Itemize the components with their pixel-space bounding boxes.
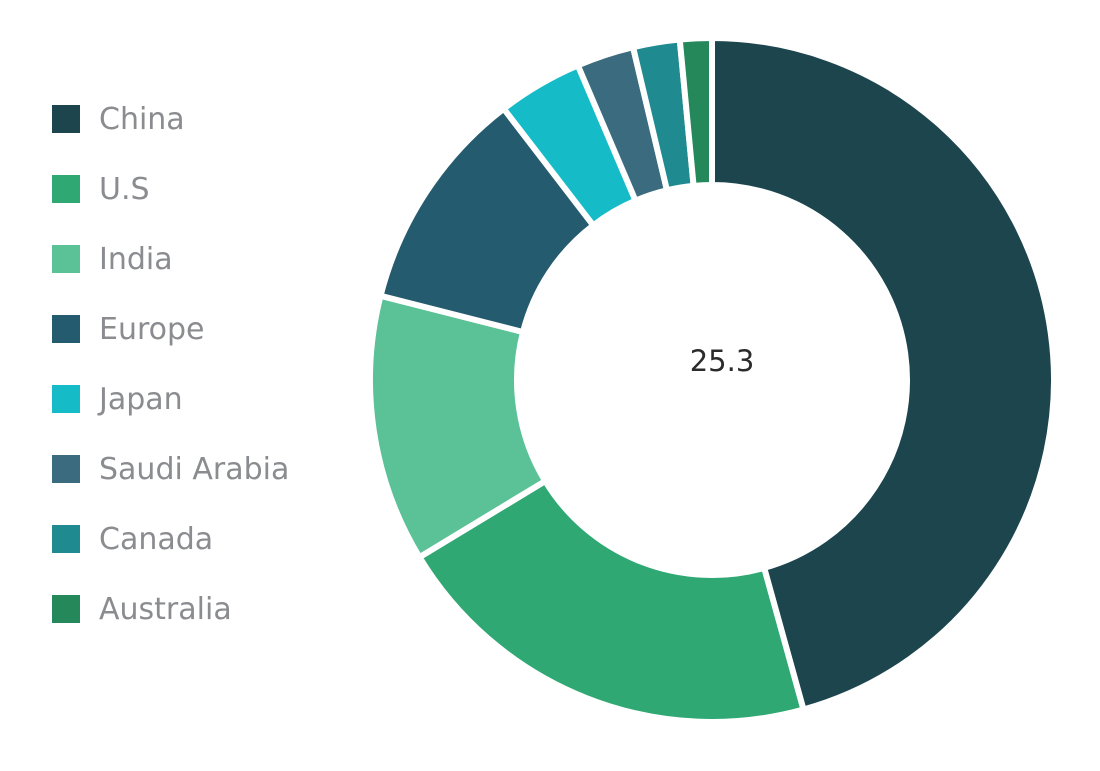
legend-label: Europe [99, 311, 205, 347]
legend-item: Australia [52, 574, 289, 644]
donut-slice [709, 34, 1057, 714]
legend-label: India [99, 241, 173, 277]
legend-label: Canada [99, 521, 214, 557]
legend-item: Canada [52, 504, 289, 574]
legend-label: Saudi Arabia [99, 451, 290, 487]
donut-center-label: 25.3 [690, 344, 755, 378]
legend-label: Japan [99, 381, 183, 417]
donut-slice [676, 34, 715, 190]
legend-swatch [52, 525, 80, 553]
legend-swatch [52, 105, 80, 133]
legend-label: Australia [99, 591, 232, 627]
legend-item: Europe [52, 294, 289, 364]
legend-item: U.S [52, 154, 289, 224]
legend-swatch [52, 175, 80, 203]
legend-swatch [52, 315, 80, 343]
legend-label: U.S [99, 171, 150, 207]
donut-slices [367, 34, 1057, 725]
legend-item: Japan [52, 364, 289, 434]
legend-label: China [99, 101, 185, 137]
legend-swatch [52, 595, 80, 623]
legend-swatch [52, 385, 80, 413]
legend-swatch [52, 245, 80, 273]
chart-legend: China U.S India Europe Japan Saudi Arabia Cana… [52, 84, 289, 644]
legend-swatch [52, 455, 80, 483]
legend-item: Saudi Arabia [52, 434, 289, 504]
legend-item: China [52, 84, 289, 154]
legend-item: India [52, 224, 289, 294]
donut-slice [415, 476, 808, 725]
